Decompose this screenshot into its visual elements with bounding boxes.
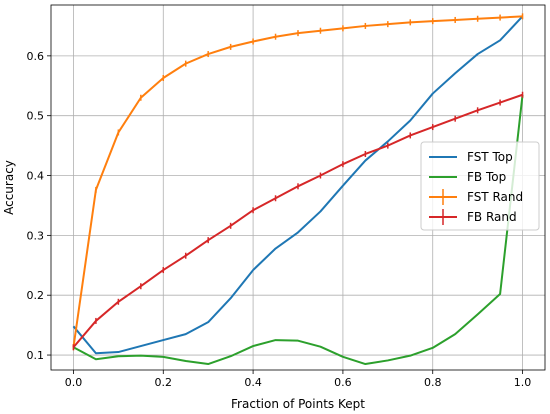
legend-label: FB Rand [467,210,517,224]
y-tick-label: 0.1 [27,349,45,362]
series-line-fst-top [72,15,524,355]
legend: FST Top FB Top FST Rand FB Rand [420,141,540,231]
y-axis-label: Accuracy [2,160,16,215]
x-tick-label: 0.8 [424,376,442,389]
series-fst-rand [72,13,524,351]
series-fb-rand [72,91,524,351]
series-fb-top [72,94,524,366]
y-tick-label: 0.3 [27,229,45,242]
y-tick-label: 0.5 [27,110,45,123]
series-fst-top [72,15,524,355]
x-tick-label: 0.0 [65,376,83,389]
legend-item: FB Rand [429,209,517,225]
legend-box [420,141,540,231]
x-tick-label: 0.2 [155,376,173,389]
legend-label: FST Rand [467,190,523,204]
x-tick-label: 0.6 [334,376,352,389]
y-tick-label: 0.2 [27,289,45,302]
x-tick-label: 0.4 [244,376,262,389]
series-line-fb-top [72,94,524,366]
plot-frame [50,4,546,371]
y-tick-label: 0.6 [27,50,45,63]
legend-label: FST Top [467,150,513,164]
legend-item: FST Rand [429,189,523,205]
y-tick-label: 0.4 [27,170,45,183]
legend-label: FB Top [467,170,506,184]
x-axis-label: Fraction of Points Kept [231,397,365,411]
legend-item: FST Top [429,150,513,164]
x-tick-label: 1.0 [514,376,532,389]
series-layer [72,13,524,366]
ticks: 0.0 0.2 0.4 0.6 0.8 1.0 0.1 0.2 0.3 0.4 0.5 0.6 [27,50,532,389]
legend-item: FB Top [429,170,506,184]
